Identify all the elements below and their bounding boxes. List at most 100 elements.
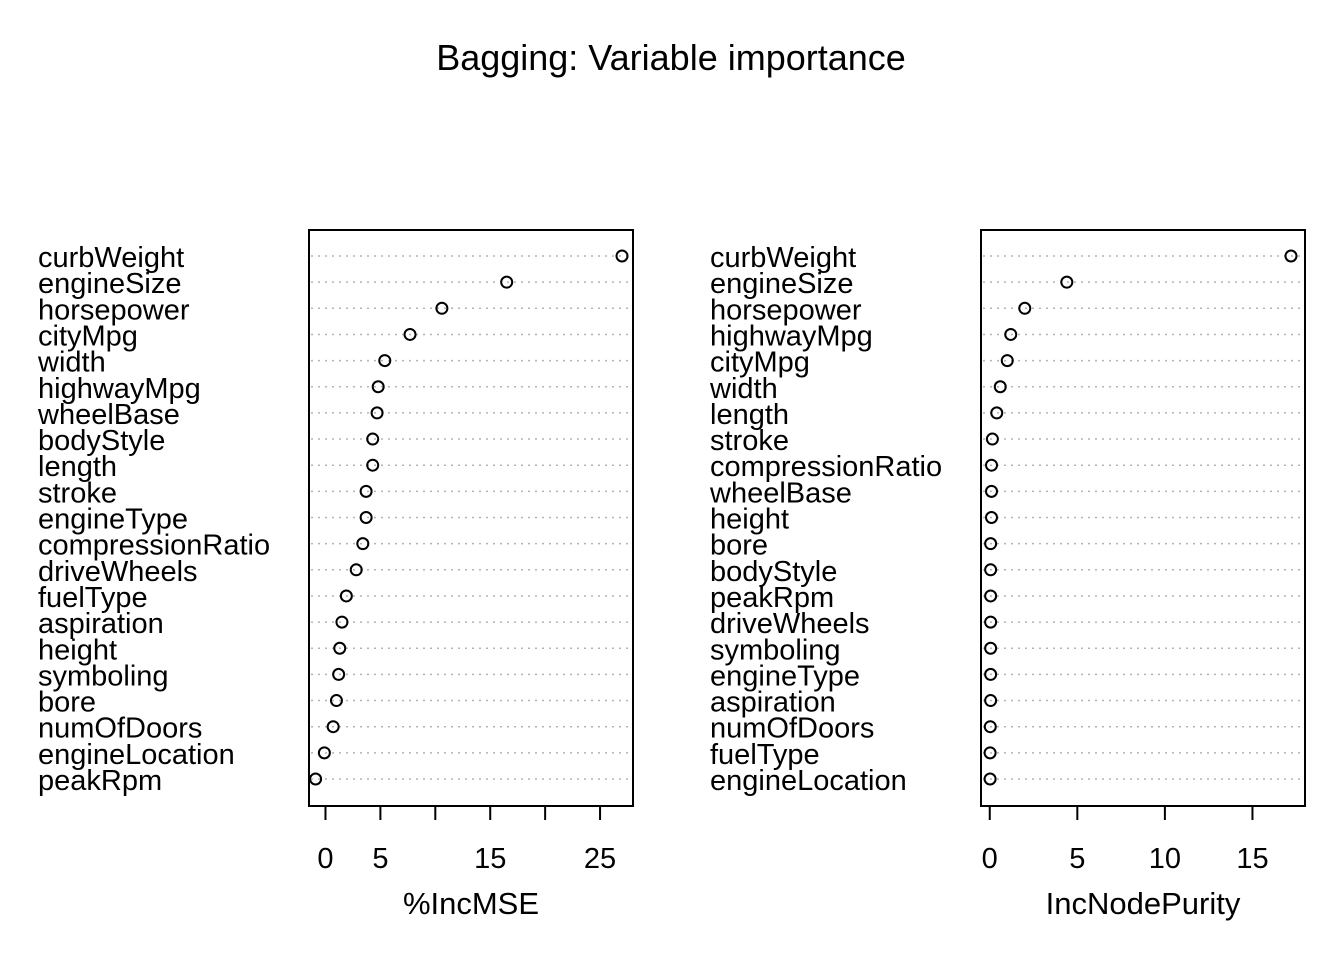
row-label: curbWeight bbox=[710, 242, 856, 274]
data-point bbox=[366, 432, 380, 446]
x-tick-label: 15 bbox=[1236, 843, 1268, 875]
x-tick-label: 10 bbox=[1149, 843, 1181, 875]
data-point bbox=[332, 667, 346, 681]
row-label: horsepower bbox=[38, 294, 190, 326]
row-label: height bbox=[38, 634, 117, 666]
x-axis: 0 5 15 25 bbox=[317, 806, 616, 875]
data-point bbox=[403, 327, 417, 341]
chart-title: Bagging: Variable importance bbox=[436, 37, 906, 78]
row-label: engineType bbox=[710, 660, 860, 692]
row-label: bore bbox=[38, 687, 96, 719]
data-point bbox=[339, 589, 353, 603]
x-axis-label: IncNodePurity bbox=[1046, 886, 1241, 921]
row-label: width bbox=[709, 373, 778, 405]
row-label: stroke bbox=[710, 425, 789, 457]
data-point bbox=[984, 563, 998, 577]
data-point bbox=[984, 694, 998, 708]
row-label: wheelBase bbox=[37, 399, 180, 431]
row-label: horsepower bbox=[710, 294, 862, 326]
row-label: bodyStyle bbox=[710, 556, 837, 588]
data-points bbox=[309, 249, 629, 786]
row-label: engineLocation bbox=[710, 765, 907, 797]
row-label: symboling bbox=[38, 660, 169, 692]
row-label: engineType bbox=[38, 504, 188, 536]
row-label: cityMpg bbox=[710, 347, 810, 379]
data-point bbox=[984, 537, 998, 551]
row-label: stroke bbox=[38, 477, 117, 509]
row-label: bodyStyle bbox=[38, 425, 165, 457]
data-point bbox=[356, 537, 370, 551]
data-point bbox=[371, 380, 385, 394]
row-label: numOfDoors bbox=[710, 713, 874, 745]
data-point bbox=[359, 484, 373, 498]
data-point bbox=[984, 589, 998, 603]
data-point bbox=[990, 406, 1004, 420]
plot-frame bbox=[980, 229, 1306, 807]
data-point bbox=[983, 720, 997, 734]
row-label: peakRpm bbox=[710, 582, 834, 614]
row-label: compressionRatio bbox=[38, 530, 270, 562]
row-label: height bbox=[710, 504, 789, 536]
x-tick-label: 5 bbox=[1069, 843, 1085, 875]
data-point bbox=[1018, 301, 1032, 315]
panel-incmse: curbWeightengineSizehorsepowercityMpgwid… bbox=[37, 229, 634, 921]
grid-lines bbox=[983, 255, 1303, 780]
row-label: driveWheels bbox=[710, 608, 870, 640]
row-labels: curbWeightengineSizehorsepowerhighwayMpg… bbox=[709, 242, 942, 797]
data-point bbox=[1004, 327, 1018, 341]
data-point bbox=[366, 458, 380, 472]
x-tick-label: 0 bbox=[317, 843, 333, 875]
data-point bbox=[984, 667, 998, 681]
data-point bbox=[370, 406, 384, 420]
data-point bbox=[500, 275, 514, 289]
row-label: symboling bbox=[710, 634, 841, 666]
data-point bbox=[329, 694, 343, 708]
data-point bbox=[378, 354, 392, 368]
x-axis: 0 5 10 15 bbox=[982, 806, 1269, 875]
data-point bbox=[309, 772, 323, 786]
data-point bbox=[993, 380, 1007, 394]
row-label: bore bbox=[710, 530, 768, 562]
x-tick-label: 15 bbox=[474, 843, 506, 875]
data-point bbox=[317, 746, 331, 760]
row-label: curbWeight bbox=[38, 242, 184, 274]
x-tick-label: 0 bbox=[982, 843, 998, 875]
data-point bbox=[1000, 354, 1014, 368]
data-point bbox=[983, 746, 997, 760]
data-point bbox=[983, 772, 997, 786]
plot-frame bbox=[308, 229, 634, 807]
row-label: engineLocation bbox=[38, 739, 235, 771]
data-point bbox=[335, 615, 349, 629]
row-label: numOfDoors bbox=[38, 713, 202, 745]
data-point bbox=[326, 720, 340, 734]
row-labels: curbWeightengineSizehorsepowercityMpgwid… bbox=[37, 242, 270, 797]
row-label: highwayMpg bbox=[38, 373, 201, 405]
row-label: compressionRatio bbox=[710, 451, 942, 483]
x-tick-label: 25 bbox=[584, 843, 616, 875]
row-label: peakRpm bbox=[38, 765, 162, 797]
row-label: fuelType bbox=[710, 739, 820, 771]
row-label: fuelType bbox=[38, 582, 148, 614]
x-tick-label: 5 bbox=[372, 843, 388, 875]
data-point bbox=[985, 511, 999, 524]
grid-lines bbox=[311, 255, 631, 780]
row-label: cityMpg bbox=[38, 320, 138, 352]
row-label: wheelBase bbox=[709, 477, 852, 509]
data-point bbox=[1060, 275, 1074, 289]
row-label: aspiration bbox=[38, 608, 164, 640]
data-point bbox=[985, 484, 999, 498]
data-point bbox=[984, 641, 998, 655]
data-point bbox=[985, 432, 999, 446]
data-point bbox=[349, 563, 363, 577]
data-point bbox=[333, 641, 347, 655]
row-label: engineSize bbox=[710, 268, 854, 300]
data-point bbox=[984, 615, 998, 629]
row-label: engineSize bbox=[38, 268, 182, 300]
x-axis-label: %IncMSE bbox=[403, 886, 539, 921]
row-label: highwayMpg bbox=[710, 320, 873, 352]
row-label: length bbox=[710, 399, 789, 431]
data-point bbox=[435, 301, 449, 315]
data-point bbox=[1284, 249, 1298, 263]
row-label: driveWheels bbox=[38, 556, 198, 588]
